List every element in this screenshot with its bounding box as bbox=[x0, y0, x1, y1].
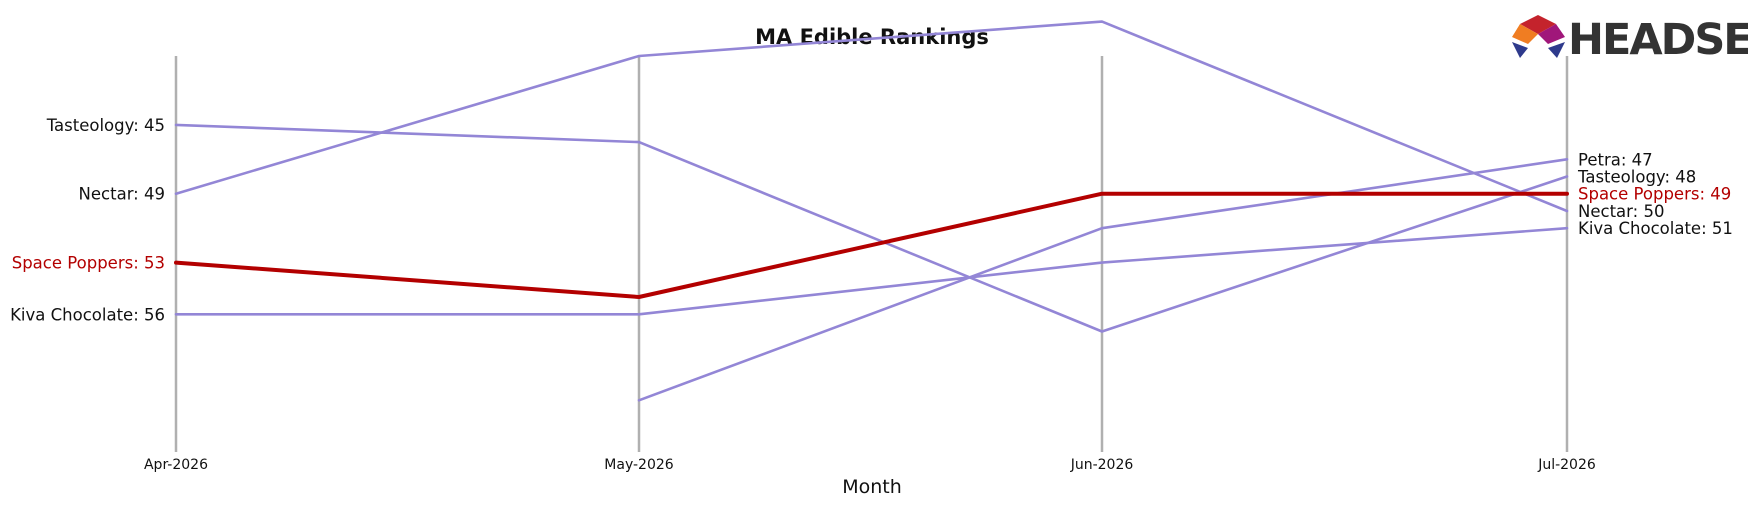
start-label-tasteology: Tasteology: 45 bbox=[46, 116, 165, 135]
end-label-kiva-chocolate: Kiva Chocolate: 51 bbox=[1578, 219, 1733, 238]
series-line-tasteology bbox=[174, 123, 1569, 333]
headset-logo-icon bbox=[1512, 15, 1565, 58]
series-line-petra bbox=[637, 158, 1569, 402]
series-end-labels: Tasteology: 45 Tasteology: 48 Nectar: 49 Ne… bbox=[10, 116, 1733, 324]
series-line-kiva-chocolate bbox=[174, 226, 1569, 316]
end-label-tasteology: Tasteology: 48 bbox=[1577, 168, 1696, 187]
start-label-space-poppers: Space Poppers: 53 bbox=[12, 254, 165, 273]
end-label-petra: Petra: 47 bbox=[1578, 150, 1653, 169]
series-line-nectar bbox=[174, 20, 1569, 213]
end-label-space-poppers: Space Poppers: 49 bbox=[1578, 185, 1731, 204]
headset-logo-text: HEADSET bbox=[1568, 15, 1748, 65]
x-tick-labels: Apr-2026 May-2026 Jun-2026 Jul-2026 bbox=[144, 457, 1596, 473]
x-tick-label: Jul-2026 bbox=[1537, 457, 1596, 473]
series-line-space-poppers bbox=[174, 191, 1569, 299]
month-axis-lines bbox=[174, 56, 1569, 452]
x-axis-label: Month bbox=[842, 476, 902, 498]
start-label-nectar: Nectar: 49 bbox=[79, 185, 165, 204]
x-tick-label: May-2026 bbox=[604, 457, 673, 473]
end-label-nectar: Nectar: 50 bbox=[1578, 202, 1664, 221]
start-label-kiva-chocolate: Kiva Chocolate: 56 bbox=[10, 305, 165, 324]
headset-logo: HEADSET bbox=[1512, 15, 1748, 65]
series-lines bbox=[174, 20, 1569, 402]
x-tick-label: Jun-2026 bbox=[1070, 457, 1134, 473]
x-tick-label: Apr-2026 bbox=[144, 457, 208, 473]
